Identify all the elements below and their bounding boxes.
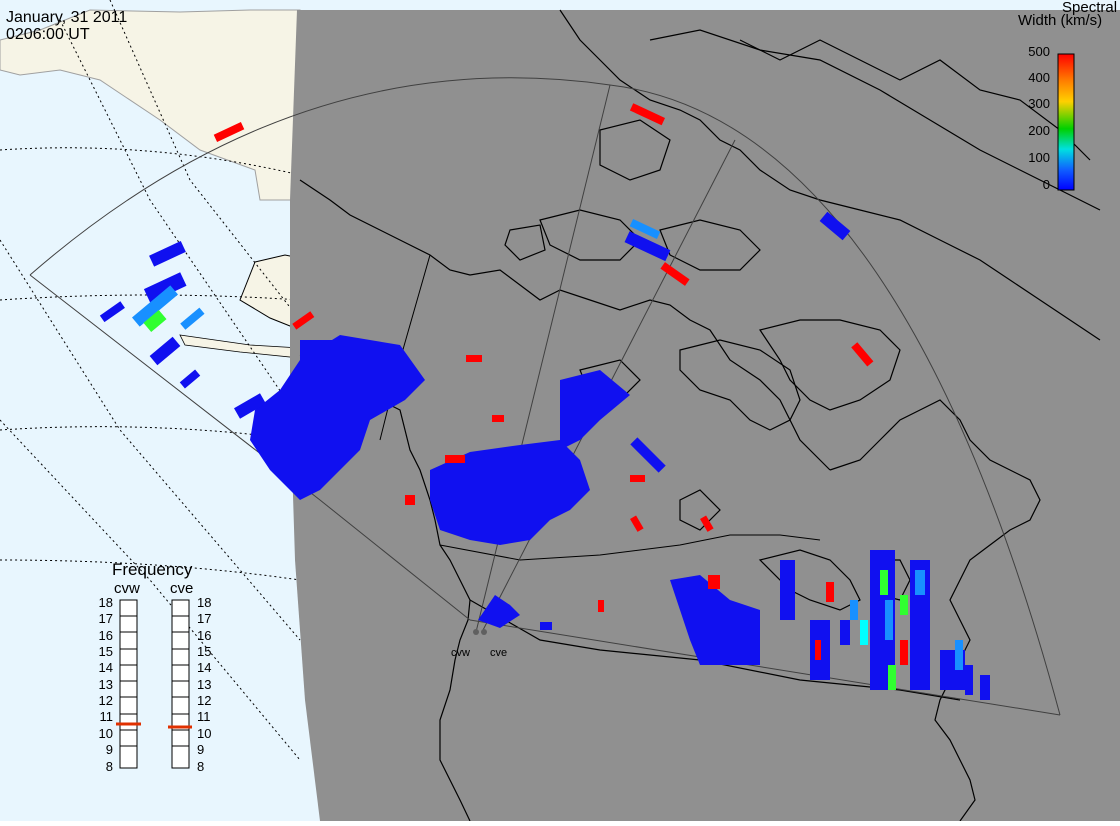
freq-tick: 13: [197, 677, 211, 692]
radar-sites: [473, 629, 487, 635]
freq-tick: 16: [99, 628, 113, 643]
freq-tick: 11: [197, 709, 211, 724]
site-label-cvw: cvw: [451, 647, 470, 659]
freq-tick: 9: [197, 742, 204, 757]
freq-tick: 13: [99, 677, 113, 692]
freq-scale-cvw: [119, 599, 138, 769]
freq-tick: 15: [197, 644, 211, 659]
colorbar-tick: 300: [1028, 96, 1050, 111]
freq-tick: 16: [197, 628, 211, 643]
freq-tick: 8: [197, 759, 204, 774]
date-label: January, 31 2011: [6, 9, 128, 26]
radar-scatter: [99, 103, 990, 700]
frequency-title: Frequency: [112, 560, 193, 579]
site-marker-cve: [481, 629, 487, 635]
freq-tick: 11: [100, 709, 114, 724]
freq-tick: 18: [197, 595, 211, 610]
freq-tick: 18: [99, 595, 113, 610]
colorbar-title-line1: Spectral: [1062, 0, 1118, 16]
site-marker-cvw: [473, 629, 479, 635]
freq-tick: 8: [106, 759, 113, 774]
colorbar-title-line2: Width (km/s): [1018, 12, 1103, 29]
night-shade: [290, 10, 1120, 821]
colorbar-tick: 0: [1043, 177, 1050, 192]
freq-tick: 12: [197, 693, 211, 708]
freq-tick: 10: [197, 726, 211, 741]
freq-tick: 12: [99, 693, 113, 708]
colorbar-tick: 500: [1028, 44, 1050, 59]
colorbar-tick: 400: [1028, 70, 1050, 85]
time-label: 0206:00 UT: [6, 26, 90, 43]
freq-ticks-left: 18 17 16 15 14 13 12 11 10 9 8: [99, 595, 113, 774]
colorbar-ticks: 500 400 300 200 100 0: [1028, 44, 1050, 192]
colorbar-tick: 100: [1028, 150, 1050, 165]
freq-tick: 15: [99, 644, 113, 659]
freq-tick: 9: [106, 742, 113, 757]
radar-name-cvw: cvw: [114, 580, 140, 597]
freq-tick: 10: [99, 726, 113, 741]
freq-tick: 17: [99, 611, 113, 626]
freq-tick: 17: [197, 611, 211, 626]
freq-tick: 14: [99, 660, 113, 675]
freq-scale-cve: [171, 599, 190, 769]
site-label-cve: cve: [490, 647, 508, 659]
day-land-alaska: [0, 9, 301, 201]
colorbar-tick: 200: [1028, 123, 1050, 138]
freq-ticks-right: 18 17 16 15 14 13 12 11 10 9 8: [197, 595, 211, 774]
radar-name-cve: cve: [170, 580, 194, 597]
colorbar-gradient: [1057, 53, 1075, 191]
freq-tick: 14: [197, 660, 211, 675]
